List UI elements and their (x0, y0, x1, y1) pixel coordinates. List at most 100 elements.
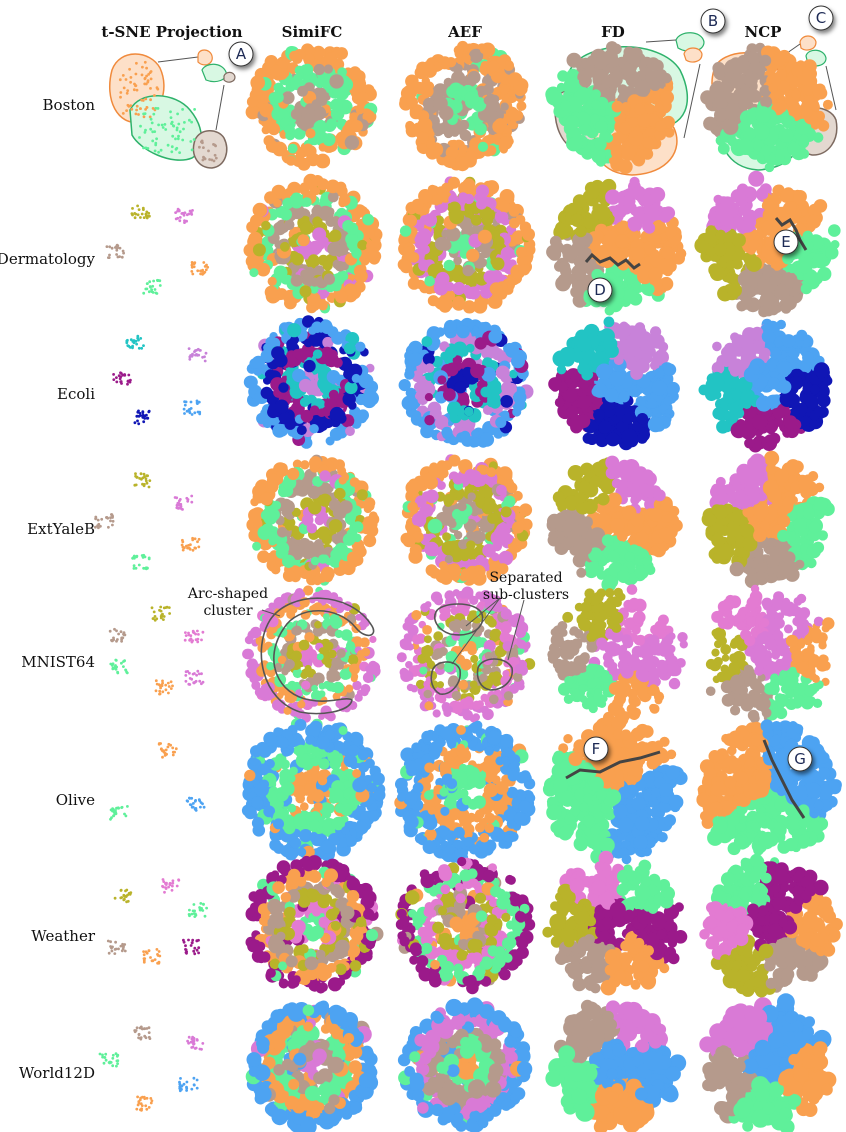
boston-simifc-point (273, 82, 284, 93)
dermatology-simifc-point (297, 234, 310, 247)
ecoli-aef-point (408, 352, 423, 367)
boston-tsne-point (126, 89, 130, 92)
dermatology-tsne-point (108, 245, 112, 249)
dermatology-simifc-point (329, 229, 342, 242)
boston-aef-point (500, 92, 510, 101)
boston-simifc-point (259, 103, 274, 118)
ecoli-aef-point (438, 415, 449, 427)
ecoli-simifc-point (271, 346, 285, 360)
boston-simifc-point (284, 124, 294, 135)
boston-ncp-point (754, 106, 772, 123)
dermatology-tsne-point (152, 279, 156, 283)
ecoli-fd-point (621, 428, 638, 445)
dermatology-simifc-point (317, 178, 329, 191)
ecoli-tsne-point (115, 376, 118, 379)
boston-tsne-point (210, 158, 214, 162)
extyaleb-tsne-point (105, 516, 109, 519)
ecoli-tsne-point (133, 421, 137, 425)
boston-aef-point (500, 84, 510, 95)
boston-aef-point (459, 129, 472, 142)
boston-simifc-point (267, 122, 281, 136)
boston-tsne-point (164, 128, 168, 131)
ecoli-tsne-point (188, 408, 192, 411)
boston-ncp-point (730, 74, 745, 89)
boston-aef-point (425, 146, 440, 160)
boston-ncp-point (727, 136, 738, 147)
boston-tsne-point (156, 107, 160, 110)
dermatology-aef-point (427, 184, 438, 195)
dermatology-simifc-point (299, 182, 310, 192)
dermatology-tsne-point (131, 207, 134, 210)
boston-tsne-point (169, 116, 173, 119)
extyaleb-aef-point (428, 466, 438, 476)
ecoli-aef-point (421, 336, 433, 347)
boston-fd-point (591, 100, 602, 110)
dermatology-fd-point (604, 305, 615, 316)
boston-tsne-point (192, 138, 196, 141)
dermatology-tsne-point (205, 263, 208, 267)
boston-tsne-point (163, 123, 167, 126)
dermatology-tsne-point (116, 255, 120, 259)
ecoli-fd-point (619, 345, 629, 355)
boston-tsne-point (190, 148, 194, 152)
dermatology-simifc-point (280, 241, 290, 252)
extyaleb-simifc-point (318, 554, 328, 564)
dermatology-simifc-point (252, 243, 266, 257)
dermatology-simifc-point (323, 273, 335, 285)
boston-tsne-point (139, 107, 142, 110)
ecoli-simifc-point (299, 397, 310, 408)
dermatology-ncp-point (725, 259, 736, 270)
ecoli-simifc-point (263, 343, 273, 353)
dermatology-simifc-point (301, 275, 312, 286)
boston-tsne-point (190, 120, 194, 124)
ecoli-tsne-point (132, 341, 136, 345)
boston-ncp-point (700, 90, 715, 105)
dermatology-aef-point (476, 198, 487, 210)
ecoli-tsne-point (201, 355, 205, 359)
boston-fd-point (578, 74, 592, 88)
boston-fd-point (563, 77, 580, 93)
ecoli-simifc-point (286, 338, 298, 350)
ecoli-simifc-point (251, 355, 265, 369)
ecoli-aef-point (489, 397, 501, 409)
dermatology-simifc-point (338, 194, 351, 207)
extyaleb-simifc-point (352, 521, 364, 533)
boston-fd-point (621, 102, 631, 112)
ecoli-ncp-point (796, 402, 808, 415)
ecoli-tsne-point (126, 382, 129, 386)
boston-tsne-point (144, 108, 148, 111)
boston-tsne-point (143, 112, 147, 115)
boston-fd-point (566, 52, 582, 68)
extyaleb-simifc-point (334, 487, 346, 500)
boston-tsne-point (175, 146, 179, 150)
boston-ncp-point (740, 122, 750, 132)
boston-aef-point (426, 139, 436, 149)
ecoli-fd-point (618, 391, 630, 403)
boston-ncp-point (791, 89, 801, 100)
dermatology-simifc-point (362, 213, 375, 226)
boston-ncp-point (737, 138, 754, 155)
boston-aef-point (507, 72, 523, 87)
dermatology-aef-point (483, 270, 497, 284)
dermatology-tsne-point (174, 211, 178, 215)
dermatology-tsne-point (141, 206, 145, 210)
boston-fd-point (591, 149, 606, 164)
dermatology-aef-point (516, 246, 527, 258)
dermatology-ncp-point (780, 188, 794, 202)
boston-simifc-point (326, 118, 338, 130)
boston-tsne-point (202, 146, 205, 150)
boston-simifc-point (246, 96, 259, 108)
ecoli-tsne-point (193, 411, 197, 415)
boston-aef-point (405, 124, 419, 138)
dermatology-tsne-point (140, 212, 144, 216)
ecoli-fd-point (569, 414, 586, 431)
ecoli-aef-point (444, 319, 457, 333)
ecoli-ncp-point (781, 334, 796, 348)
boston-fd-point (586, 55, 598, 67)
extyaleb-tsne-point (139, 472, 143, 476)
dermatology-aef-point (435, 271, 450, 286)
boston-ncp-point (768, 83, 778, 93)
dermatology-aef-point (477, 229, 492, 244)
boston-tsne-point (143, 60, 147, 64)
